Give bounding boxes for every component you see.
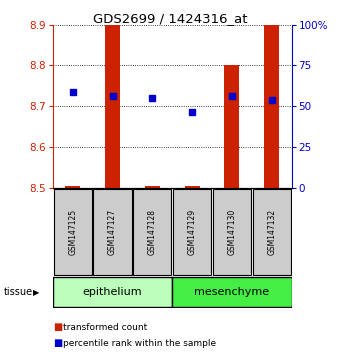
FancyBboxPatch shape (172, 277, 292, 307)
FancyBboxPatch shape (133, 189, 172, 275)
Text: ▶: ▶ (32, 287, 39, 297)
Text: tissue: tissue (3, 287, 32, 297)
FancyBboxPatch shape (54, 189, 92, 275)
Text: GSM147132: GSM147132 (267, 209, 276, 255)
FancyBboxPatch shape (253, 189, 291, 275)
FancyBboxPatch shape (173, 189, 211, 275)
Text: transformed count: transformed count (63, 323, 147, 332)
Text: GSM147125: GSM147125 (68, 209, 77, 255)
Bar (224, 65, 239, 188)
Text: epithelium: epithelium (83, 287, 142, 297)
Text: GSM147129: GSM147129 (188, 209, 197, 255)
Bar (145, 187, 160, 188)
FancyBboxPatch shape (213, 189, 251, 275)
FancyBboxPatch shape (93, 189, 132, 275)
Text: ■: ■ (53, 338, 62, 348)
Text: GSM147130: GSM147130 (227, 209, 236, 255)
Text: GSM147127: GSM147127 (108, 209, 117, 255)
FancyBboxPatch shape (53, 277, 172, 307)
Bar (65, 187, 80, 188)
Bar (105, 25, 120, 188)
Text: percentile rank within the sample: percentile rank within the sample (63, 339, 216, 348)
Text: GDS2699 / 1424316_at: GDS2699 / 1424316_at (93, 12, 248, 25)
Bar (264, 25, 279, 188)
Text: ■: ■ (53, 322, 62, 332)
Text: GSM147128: GSM147128 (148, 209, 157, 255)
Bar (184, 187, 200, 188)
Text: mesenchyme: mesenchyme (194, 287, 269, 297)
